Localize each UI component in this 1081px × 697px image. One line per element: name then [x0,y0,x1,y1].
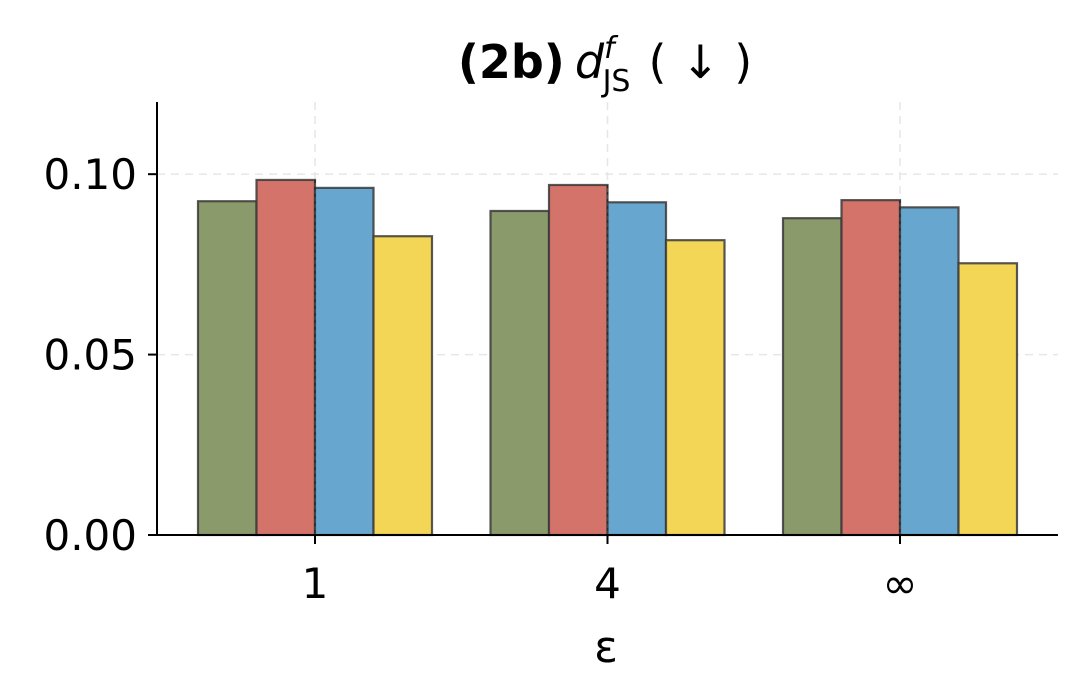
bar [372,235,434,537]
title-suffix: ( ↓ ) [648,35,752,89]
title-subscript: JS [601,64,631,99]
bar [898,206,960,537]
x-tick-label: ∞ [883,559,918,608]
bar [664,239,726,537]
tick-labels: 0.00 0.05 0.10 1 4 ∞ [43,150,917,608]
bar [489,209,551,537]
bar [547,183,609,537]
bar [196,200,258,537]
y-tick-label: 0.10 [43,150,137,199]
bar [781,217,843,537]
title-symbol: d [575,35,605,89]
bar [840,199,902,537]
x-tick-label: 1 [302,559,329,608]
bar [606,201,668,537]
title-superscript: f [604,31,619,66]
y-tick-label: 0.05 [43,331,137,380]
chart-title: (2b) df JS ( ↓ ) [458,31,752,99]
x-axis-label: ε [594,622,618,673]
axes [148,102,1058,544]
bar [255,178,317,537]
y-tick-label: 0.00 [43,511,137,560]
title-prefix: (2b) [458,35,565,89]
bars [196,178,1019,537]
x-tick-label: 4 [594,559,621,608]
bar [313,186,375,537]
bar [957,262,1019,537]
